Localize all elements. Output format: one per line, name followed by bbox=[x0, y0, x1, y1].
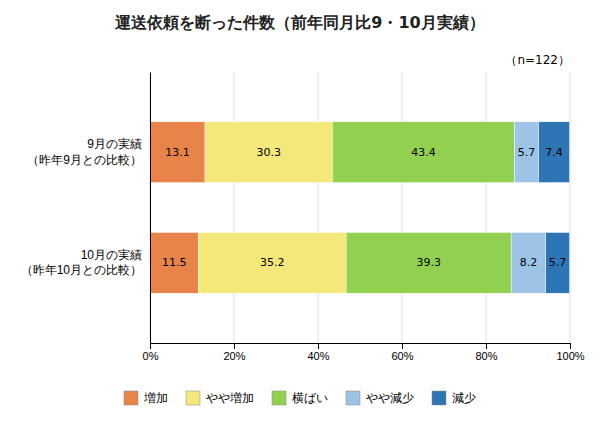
legend-label: 横ばい bbox=[292, 391, 328, 405]
y-tick: 10月の実績（昨年10月との比較） bbox=[21, 248, 150, 278]
bar-segment bbox=[511, 232, 545, 293]
bar-segment bbox=[346, 232, 511, 293]
x-tick: 80% bbox=[475, 343, 497, 362]
bar-segment bbox=[546, 232, 570, 293]
x-tick-label: 40% bbox=[307, 350, 329, 362]
data-labels: 13.1 11.5 30.3 35.2 43.4 39.3 5.7 8.2 7.4 5.7 bbox=[162, 146, 566, 270]
grid-line bbox=[402, 72, 403, 343]
x-tick: 60% bbox=[391, 343, 413, 362]
legend-swatch bbox=[124, 391, 138, 405]
x-axis-line bbox=[151, 344, 571, 350]
x-tick-label: 20% bbox=[223, 350, 245, 362]
data-label: 30.3 bbox=[256, 146, 281, 159]
grid-line bbox=[234, 72, 235, 343]
legend-item: 減少 bbox=[432, 391, 476, 405]
grid-line bbox=[486, 72, 487, 343]
legend-item: やや増加 bbox=[186, 391, 254, 405]
legend-swatch bbox=[186, 391, 200, 405]
grid-line bbox=[570, 72, 571, 343]
x-axis: 0% 20% 40% 60% 80% 100% bbox=[143, 343, 585, 362]
x-tick: 100% bbox=[556, 343, 584, 362]
x-tick: 20% bbox=[223, 343, 245, 362]
legend-label: やや増加 bbox=[206, 391, 254, 405]
data-label: 39.3 bbox=[416, 256, 441, 269]
data-label: 11.5 bbox=[162, 256, 187, 269]
title: 運送依頼を断った件数（前年同月比9・10月実績） bbox=[114, 13, 484, 32]
bar-segment bbox=[515, 122, 539, 183]
legend-swatch bbox=[432, 391, 446, 405]
y-tick-label: 9月の実績（昨年9月との比較） bbox=[27, 137, 142, 167]
legend-item: やや減少 bbox=[346, 391, 414, 405]
legend-item: 増加 bbox=[124, 391, 168, 405]
grid bbox=[150, 72, 570, 343]
bar-segment bbox=[539, 122, 570, 183]
x-tick-label: 60% bbox=[391, 350, 413, 362]
bar-segment bbox=[205, 122, 332, 183]
y-axis: 9月の実績（昨年9月との比較） 10月の実績（昨年10月との比較） bbox=[21, 73, 151, 344]
x-tick-label: 0% bbox=[143, 350, 159, 362]
legend: 増加 やや増加 横ばい やや減少 減少 bbox=[124, 391, 476, 405]
x-tick-mark bbox=[402, 343, 403, 349]
data-label: 7.4 bbox=[545, 146, 563, 159]
data-label: 5.7 bbox=[518, 146, 536, 159]
bars bbox=[150, 122, 570, 293]
x-tick-mark bbox=[570, 343, 571, 349]
chart: 運送依頼を断った件数（前年同月比9・10月実績） 13.1 11.5 30.3 35.2… bbox=[0, 0, 600, 443]
bar-segment bbox=[198, 232, 346, 293]
legend-swatch bbox=[346, 391, 360, 405]
data-label: 35.2 bbox=[260, 256, 285, 269]
data-label: 43.4 bbox=[411, 146, 436, 159]
y-tick-label: 10月の実績（昨年10月との比較） bbox=[21, 248, 142, 278]
data-label: 13.1 bbox=[165, 146, 190, 159]
x-tick-mark bbox=[318, 343, 319, 349]
legend-swatch bbox=[272, 391, 286, 405]
plot: 13.1 11.5 30.3 35.2 43.4 39.3 5.7 8.2 7.4 5.7 0% 20… bbox=[21, 53, 585, 362]
x-tick: 40% bbox=[307, 343, 329, 362]
x-tick-label: 80% bbox=[475, 350, 497, 362]
x-tick-mark bbox=[486, 343, 487, 349]
bar-segment bbox=[332, 122, 514, 183]
data-label: 5.7 bbox=[549, 256, 567, 269]
grid-line bbox=[150, 72, 151, 343]
annotation: （n=122） bbox=[505, 53, 570, 67]
bar-segment bbox=[150, 232, 198, 293]
x-tick-mark bbox=[150, 343, 151, 349]
legend-label: やや減少 bbox=[366, 391, 414, 405]
legend-item: 横ばい bbox=[272, 391, 328, 405]
bar-segment bbox=[150, 122, 205, 183]
grid-line bbox=[318, 72, 319, 343]
data-label: 8.2 bbox=[520, 256, 538, 269]
legend-label: 増加 bbox=[143, 391, 168, 405]
legend-label: 減少 bbox=[452, 391, 476, 405]
y-axis-line bbox=[150, 73, 151, 344]
x-tick-mark bbox=[234, 343, 235, 349]
x-tick-label: 100% bbox=[556, 350, 584, 362]
y-tick: 9月の実績（昨年9月との比較） bbox=[27, 137, 150, 167]
x-tick: 0% bbox=[143, 343, 159, 362]
